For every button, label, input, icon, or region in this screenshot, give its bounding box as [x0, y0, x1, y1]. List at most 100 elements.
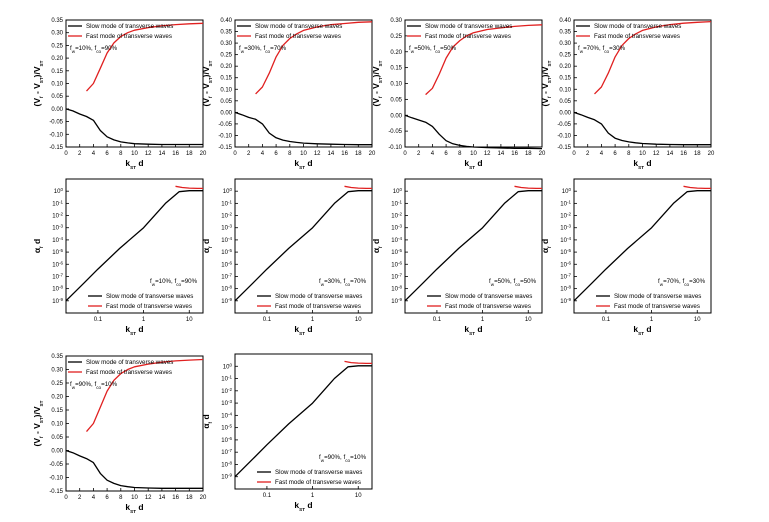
x-tick-label: 0.1: [433, 317, 442, 323]
x-tick-label: 8: [119, 151, 123, 157]
y-tick-label: -0.15: [49, 145, 63, 151]
legend: Slow mode of transverse waves Fast mode o…: [68, 23, 173, 40]
y-tick-label: 0.15: [51, 408, 63, 414]
legend-label-fast-mode: Fast mode of transverse waves: [614, 303, 700, 310]
y-tick-label: 10-6: [391, 260, 402, 269]
y-axis-label: (Vf - VST)/VST: [540, 60, 552, 106]
x-tick-label: 20: [539, 151, 546, 157]
y-tick-label: 0.40: [559, 18, 571, 24]
x-tick-label: 8: [119, 495, 123, 501]
x-tick-label: 16: [172, 495, 179, 501]
y-tick-label: 0.30: [390, 18, 402, 24]
legend-label-slow-mode: Slow mode of transverse waves: [275, 469, 362, 476]
x-axis-label: kST d: [633, 158, 651, 170]
y-tick-label: 0.00: [51, 449, 63, 455]
legend-label-slow-mode: Slow mode of transverse waves: [86, 23, 173, 30]
y-tick-label: 0.00: [51, 107, 63, 113]
y-tick-label: 0.20: [51, 395, 63, 401]
y-tick-label: 0.15: [51, 69, 63, 75]
legend-label-slow-mode: Slow mode of transverse waves: [86, 359, 173, 366]
x-tick-label: 20: [200, 151, 207, 157]
y-tick-label: 0.30: [220, 41, 232, 47]
panel-annotation: fw=30%, fco=70%: [319, 278, 367, 287]
y-tick-label: -0.15: [218, 145, 232, 151]
x-tick-label: 20: [200, 495, 207, 501]
y-tick-label: 10-8: [221, 284, 232, 293]
series-line-fast-mode: [344, 360, 372, 365]
y-tick-label: 10-1: [221, 199, 232, 208]
y-tick-label: 0.40: [220, 18, 232, 24]
y-tick-label: 0.25: [51, 381, 63, 387]
x-tick-label: 16: [511, 151, 518, 157]
plot-frame: [65, 355, 204, 492]
x-tick-label: 8: [627, 151, 631, 157]
y-tick-label: 10-1: [391, 199, 402, 208]
chart-panel-2: 0 2 4 6 8 10 12 14 16 18 20 -0.15 -0.10 -0.05 0.00 0.05…: [201, 18, 376, 170]
y-tick-label: 0.20: [559, 64, 571, 70]
x-tick-label: 6: [444, 151, 448, 157]
chart-panel-3: 0 2 4 6 8 10 12 14 16 18 20 -0.10 -0.05 0.00 0.05 0.10 0…: [371, 18, 546, 170]
x-tick-label: 10: [639, 151, 646, 157]
y-tick-label: 0.35: [51, 18, 63, 24]
y-tick-label: -0.05: [49, 462, 63, 468]
y-tick-label: 10-7: [391, 272, 402, 281]
x-tick-label: 18: [694, 151, 701, 157]
chart-panel-10: 0.1 1 10 10-9 10-8 10-7 10-6 10-5 10-4 10-3 10-2 10…: [201, 353, 373, 512]
x-tick-label: 10: [525, 317, 532, 323]
legend: Slow mode of transverse waves Fast mode o…: [407, 23, 512, 40]
y-tick-label: 10-6: [52, 260, 63, 269]
legend-label-fast-mode: Fast mode of transverse waves: [86, 369, 172, 376]
x-tick-label: 4: [600, 151, 604, 157]
x-tick-label: 10: [131, 495, 138, 501]
series-line-fast-mode: [86, 22, 204, 92]
legend: Slow mode of transverse waves Fast mode o…: [596, 293, 701, 310]
x-tick-label: 18: [186, 495, 193, 501]
legend-label-slow-mode: Slow mode of transverse waves: [614, 293, 701, 300]
x-axis-label: kST d: [633, 324, 651, 336]
y-tick-label: 10-1: [560, 199, 571, 208]
x-tick-label: 12: [484, 151, 491, 157]
y-tick-label: 0.35: [51, 354, 63, 360]
y-tick-label: 10-4: [221, 411, 232, 420]
y-tick-label: 0.00: [220, 110, 232, 116]
y-tick-label: 100: [223, 362, 233, 371]
series-line-fast-mode: [514, 185, 542, 190]
y-tick-label: 10-3: [221, 223, 232, 232]
y-tick-label: 0.05: [51, 435, 63, 441]
y-tick-label: 0.30: [559, 41, 571, 47]
x-axis-label: kST d: [125, 502, 143, 514]
x-axis-label: kST d: [294, 158, 312, 170]
series-line-fast-mode: [425, 24, 543, 96]
plot-frame: [65, 178, 204, 314]
legend-label-fast-mode: Fast mode of transverse waves: [594, 33, 680, 40]
y-tick-label: 100: [562, 187, 572, 196]
y-tick-label: 10-1: [52, 199, 63, 208]
x-tick-label: 4: [92, 151, 96, 157]
y-tick-label: 0.05: [220, 99, 232, 105]
y-tick-label: -0.10: [49, 132, 63, 138]
y-tick-label: 0.25: [559, 53, 571, 59]
y-tick-label: 0.10: [390, 82, 402, 88]
x-tick-label: 10: [694, 317, 701, 323]
x-tick-label: 14: [328, 151, 335, 157]
legend-label-slow-mode: Slow mode of transverse waves: [255, 23, 342, 30]
series-line-slow-mode: [65, 190, 203, 302]
y-tick-label: 10-8: [560, 284, 571, 293]
series-line-fast-mode: [344, 185, 372, 190]
panel-annotation: fw=90%, fco=10%: [319, 454, 367, 463]
legend-label-fast-mode: Fast mode of transverse waves: [445, 303, 531, 310]
panel-annotation: fw=30%, fco=70%: [239, 45, 287, 54]
y-tick-label: 10-1: [221, 374, 232, 383]
x-axis-label: kST d: [294, 324, 312, 336]
x-tick-label: 8: [288, 151, 292, 157]
y-tick-label: 10-7: [52, 272, 63, 281]
y-tick-label: 0.25: [220, 53, 232, 59]
y-tick-label: 10-3: [52, 223, 63, 232]
y-tick-label: -0.05: [557, 122, 571, 128]
y-axis-label: (Vf - VST)/VST: [32, 400, 44, 446]
x-tick-label: 1: [311, 493, 315, 499]
x-axis-label: kST d: [294, 500, 312, 512]
x-tick-label: 4: [261, 151, 265, 157]
legend: Slow mode of transverse waves Fast mode o…: [257, 293, 362, 310]
y-axis-label: αf d: [32, 239, 44, 253]
